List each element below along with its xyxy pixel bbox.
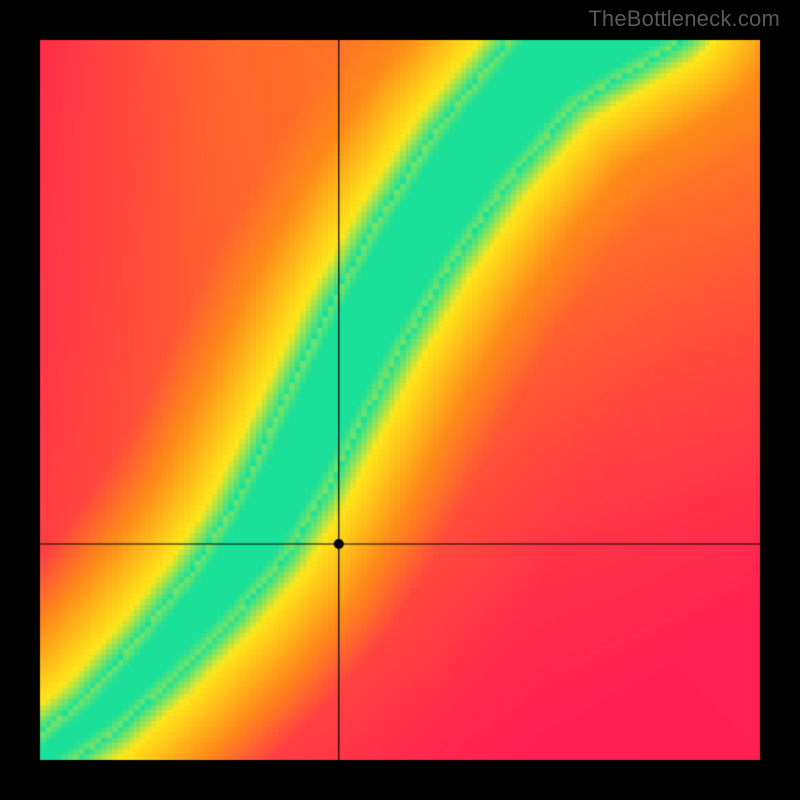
bottleneck-heatmap — [0, 0, 800, 800]
chart-container: TheBottleneck.com — [0, 0, 800, 800]
watermark-text: TheBottleneck.com — [588, 6, 780, 32]
